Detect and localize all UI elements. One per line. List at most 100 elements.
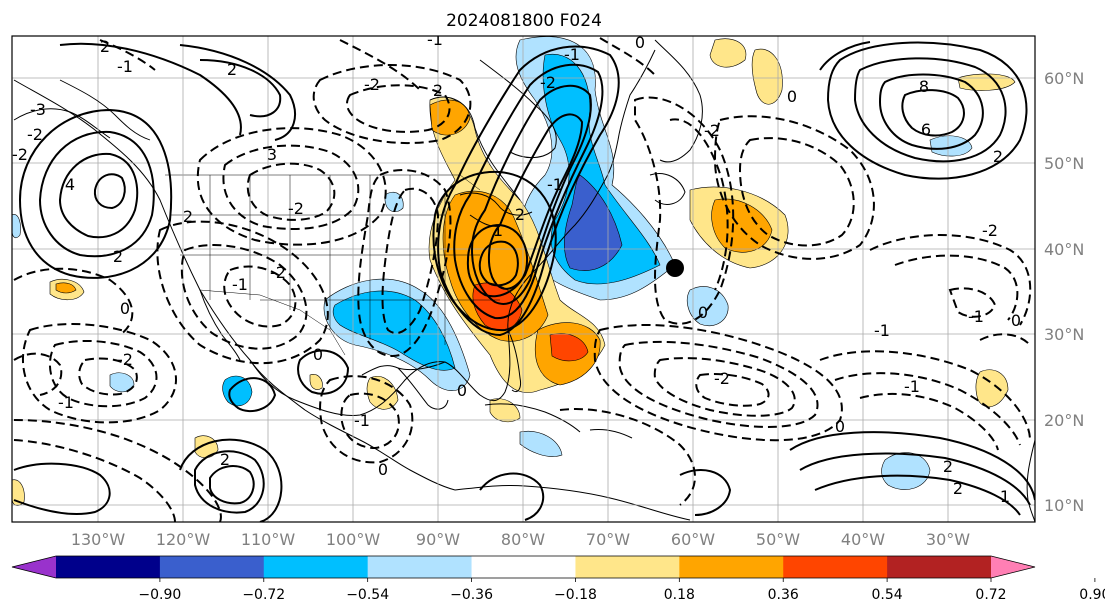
contour-line	[738, 137, 855, 247]
contour-label: -2	[117, 350, 133, 369]
contour-line	[834, 372, 1021, 446]
contour-line	[21, 323, 177, 424]
contour-label: -2	[288, 199, 304, 218]
contour-line	[196, 127, 387, 246]
negative-anomaly-region	[687, 286, 729, 326]
lon-label: 30°W	[926, 530, 970, 549]
longitude-labels: 130°W 120°W 110°W 100°W 90°W 80°W 70°W 6…	[71, 530, 970, 549]
latitude-labels: 60°N 50°N 40°N 30°N 20°N 10°N	[1044, 69, 1084, 515]
lat-label: 50°N	[1044, 154, 1084, 173]
contour-line	[58, 152, 139, 239]
contour-line	[199, 59, 282, 118]
hispaniola-coastline	[589, 429, 633, 439]
positive-anomaly-region	[12, 479, 25, 506]
contour-line	[432, 170, 557, 332]
contour-label: 0	[1011, 311, 1021, 330]
south-america-coastline	[454, 484, 691, 521]
contour-label: 2	[515, 205, 525, 224]
contour-line	[948, 287, 997, 318]
contour-line	[859, 392, 999, 451]
contour-line	[878, 73, 984, 150]
contour-label: -1	[117, 57, 133, 76]
storm-center-marker	[666, 259, 684, 277]
contour-line	[357, 169, 452, 357]
contour-line	[826, 41, 1028, 180]
contour-label: 2	[100, 37, 110, 56]
contour-line	[799, 452, 1031, 506]
positive-anomaly-region	[709, 38, 747, 68]
contour-line	[13, 462, 111, 516]
contour-label: -1	[874, 321, 890, 340]
contour-line	[869, 234, 1032, 326]
central-america-coastline	[249, 359, 456, 491]
contour-line	[466, 223, 528, 298]
contour-label: 0	[378, 460, 388, 479]
negative-anomaly-region	[109, 372, 135, 393]
contour-line	[713, 115, 875, 260]
colorbar-segment	[575, 556, 680, 578]
contour-label: 2	[227, 60, 237, 79]
contour-line	[13, 419, 222, 522]
colorbar-max-extension	[991, 556, 1035, 578]
colorbar-segment	[56, 556, 161, 578]
contour-label: 1	[1000, 487, 1010, 506]
contour-line	[819, 41, 871, 71]
contour-line	[48, 339, 158, 408]
north-america-coastline	[13, 49, 656, 417]
lat-label: 30°N	[1044, 325, 1084, 344]
contour-line	[346, 84, 451, 133]
positive-anomaly-region	[366, 376, 399, 410]
contour-line	[179, 438, 283, 522]
contour-label: -3	[30, 100, 46, 119]
contour-line	[695, 373, 770, 407]
colorbar-tick-label: 0.54	[872, 587, 903, 603]
colorbar-tick-label: −0.54	[346, 587, 389, 603]
contour-line	[478, 240, 519, 287]
contour-label: -1	[58, 393, 74, 412]
greenland-coastline	[654, 39, 703, 163]
contour-label: -2	[12, 145, 28, 164]
contour-line	[853, 57, 1007, 163]
colorbar-outline	[11, 555, 1036, 579]
contour-line	[789, 431, 1035, 501]
contour-label: -1	[904, 377, 920, 396]
contour-line	[559, 408, 696, 506]
contour-label: 6	[921, 120, 931, 139]
contour-label: -1	[968, 307, 984, 326]
contour-line	[93, 173, 126, 210]
lon-label: 130°W	[71, 530, 126, 549]
contour-line	[901, 89, 965, 137]
colorbar-tick-label: −0.72	[242, 587, 285, 603]
contour-line	[194, 450, 265, 514]
contour-line	[297, 349, 350, 395]
contour-label: -2	[540, 73, 556, 92]
contour-label: 2	[183, 207, 193, 226]
map-panel: 2 -1 2 -3 -2 -2 -2 -1 2 3 -2 4 2 -2 0 -1…	[12, 36, 1035, 522]
lon-label: 90°W	[416, 530, 460, 549]
colorbar-segment	[263, 556, 369, 578]
contour-label: -2	[714, 369, 730, 388]
contour-label: 0	[457, 381, 467, 400]
colorbar-segment	[679, 556, 784, 578]
contour-line	[381, 187, 440, 335]
florida-coastline	[507, 329, 521, 393]
contour-label: -1	[232, 275, 248, 294]
hudson-bay-coastline	[479, 59, 557, 158]
lat-label: 10°N	[1044, 496, 1084, 515]
colorbar-tick-label: −0.90	[138, 587, 181, 603]
colorbar-tick-label: −0.36	[450, 587, 493, 603]
contour-line	[228, 377, 277, 413]
contour-line	[819, 350, 1031, 441]
contour-line	[13, 352, 63, 396]
contour-line	[339, 39, 421, 91]
coastlines	[13, 39, 1035, 522]
contour-label: -2	[270, 263, 286, 282]
positive-anomaly-region	[55, 282, 77, 294]
contour-label: 2	[113, 247, 123, 266]
contour-line	[59, 42, 242, 136]
contour-label: 8	[919, 77, 929, 96]
contour-line	[470, 84, 592, 305]
solid-contours	[13, 41, 1035, 522]
lat-label: 60°N	[1044, 69, 1084, 88]
contour-line	[634, 96, 735, 325]
